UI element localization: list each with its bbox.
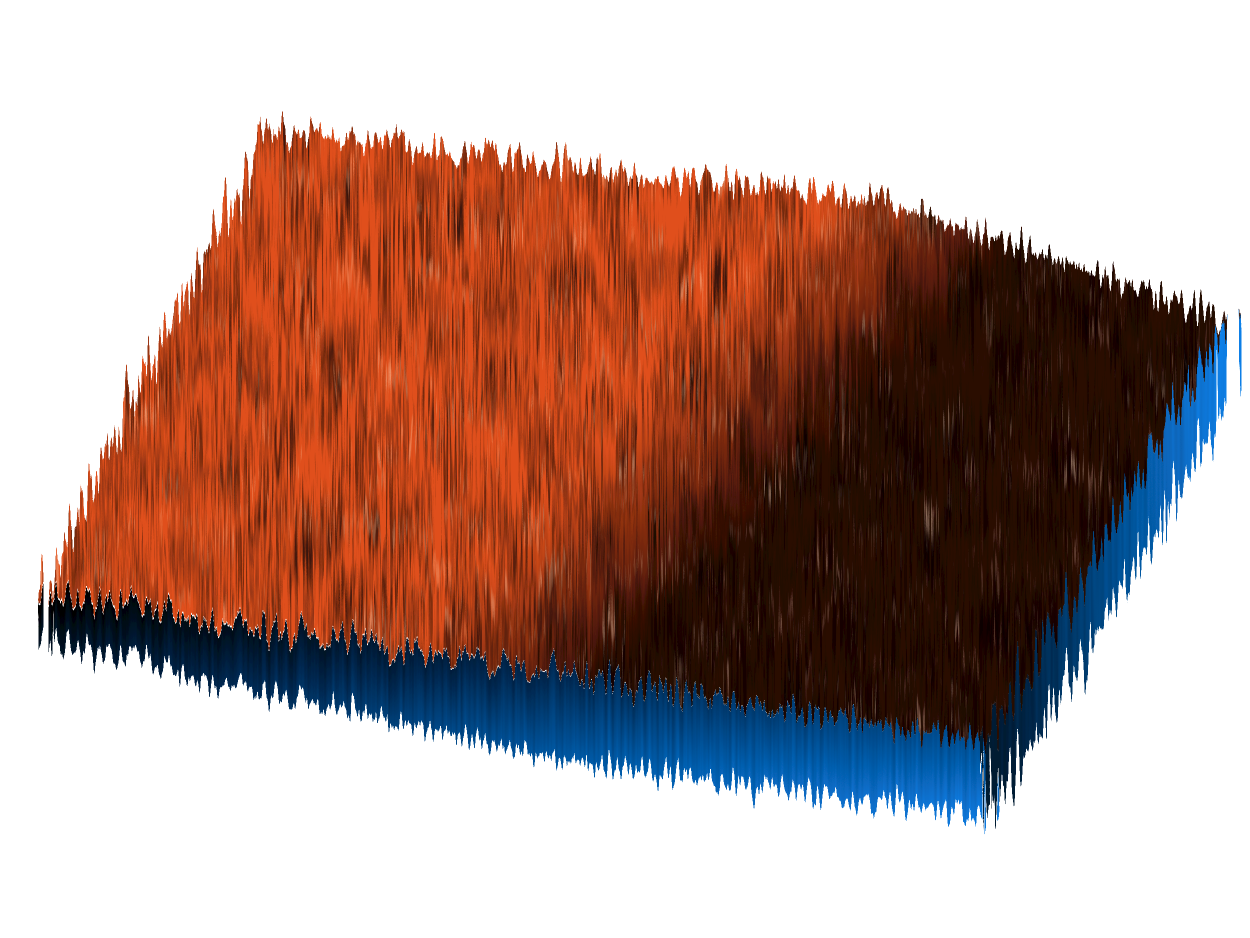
side-front bbox=[40, 592, 985, 815]
side-right bbox=[985, 318, 1232, 815]
surface-underside bbox=[40, 318, 1232, 815]
